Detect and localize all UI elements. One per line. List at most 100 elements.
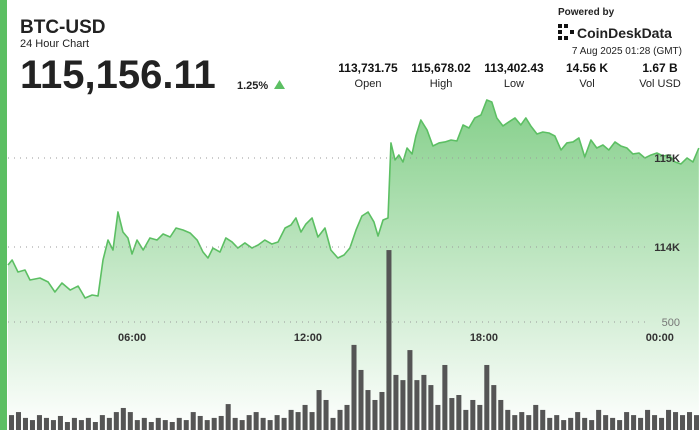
volume-bar — [533, 404, 539, 430]
plot: 114K 115K 06:00 12:00 18:00 00:00 500 — [7, 99, 700, 430]
price: 115,156.11 — [20, 53, 216, 97]
change: 1.25% — [237, 80, 268, 92]
volume-bar — [624, 412, 630, 430]
stat-label: Open — [355, 78, 382, 90]
volume-bar — [638, 417, 644, 430]
volume-bar — [414, 380, 420, 430]
volume-bar — [379, 391, 385, 430]
volume-bar — [22, 417, 28, 430]
volume-bar — [295, 412, 301, 430]
powered-by: Powered by — [558, 7, 615, 18]
stat-value: 1.67 B — [642, 61, 678, 75]
volume-bar — [365, 390, 371, 430]
stat-value: 115,678.02 — [411, 61, 471, 75]
volume-bar — [169, 422, 175, 430]
stat-label: Low — [504, 78, 524, 90]
volume-bar — [421, 374, 427, 430]
timestamp: 7 Aug 2025 01:28 (GMT) — [572, 46, 682, 57]
volume-bar — [351, 344, 357, 430]
volume-bar — [120, 407, 126, 430]
symbol: BTC-USD — [20, 17, 106, 38]
volume-bar — [463, 409, 469, 430]
volume-bar — [183, 420, 189, 430]
volume-bar — [617, 420, 623, 430]
volume-bar — [281, 417, 287, 430]
volume-bar — [505, 409, 511, 430]
stat-label: High — [430, 78, 453, 90]
volume-bar — [428, 385, 434, 430]
volume-bar — [267, 420, 273, 430]
volume-bar — [113, 412, 119, 430]
volume-bar — [645, 409, 651, 430]
price-area — [8, 99, 699, 430]
volume-bar — [253, 412, 259, 430]
volume-bar — [540, 409, 546, 430]
x-tick-label: 18:00 — [470, 332, 498, 344]
volume-bar — [197, 415, 203, 430]
volume-bar — [393, 374, 399, 430]
volume-bar — [344, 404, 350, 430]
volume-bar — [85, 417, 91, 430]
volume-bar — [50, 420, 56, 430]
volume-bar — [477, 404, 483, 430]
volume-bar — [526, 415, 532, 430]
subtitle: 24 Hour Chart — [20, 38, 89, 50]
volume-bar — [288, 409, 294, 430]
volume-bar — [631, 415, 637, 430]
stat-value: 113,731.75 — [338, 61, 398, 75]
volume-bar — [568, 417, 574, 430]
volume-bar — [372, 399, 378, 430]
volume-bar — [218, 415, 224, 430]
volume-bar — [666, 409, 672, 430]
volume-bar — [162, 420, 168, 430]
price-line — [7, 99, 700, 299]
volume-bar — [239, 420, 245, 430]
volume-bar — [316, 390, 322, 430]
volume-bar — [561, 420, 567, 430]
volume-bar — [8, 415, 15, 430]
volume-bar — [302, 404, 308, 430]
volume-bar — [456, 395, 462, 430]
volume-bar — [225, 404, 231, 430]
volume-bar — [141, 417, 147, 430]
volume-bar — [673, 412, 679, 430]
volume-bar — [512, 415, 518, 430]
volume-bar — [582, 417, 588, 430]
stat-label: Vol — [579, 78, 594, 90]
volume-bar — [323, 399, 329, 430]
volume-bar — [519, 412, 525, 430]
volume-bar — [330, 417, 336, 430]
volume-bar — [596, 409, 602, 430]
volume-bar — [148, 422, 154, 430]
y-tick-label: 114K — [654, 242, 680, 254]
volume-bar — [127, 412, 133, 430]
volume-bar — [337, 409, 343, 430]
volume-bar — [232, 417, 238, 430]
x-tick-label: 00:00 — [646, 332, 674, 344]
volume-bar — [400, 380, 406, 430]
volume-bar — [211, 417, 217, 430]
volume-bar — [260, 417, 266, 430]
volume-bar — [547, 417, 553, 430]
accent-bar — [0, 0, 7, 430]
volume-bar — [155, 417, 161, 430]
volume-bar — [36, 415, 42, 430]
volume-bar — [57, 415, 63, 430]
volume-bar — [386, 250, 392, 430]
volume-bar — [190, 412, 196, 430]
volume-bar — [603, 415, 609, 430]
volume-bar — [71, 417, 77, 430]
volume-bar — [554, 415, 560, 430]
volume-bar — [686, 412, 693, 430]
volume-bar — [491, 385, 497, 430]
volume-bar — [358, 369, 364, 430]
volume-bar — [680, 415, 686, 430]
volume-bar — [106, 417, 112, 430]
volume-bar — [29, 420, 35, 430]
volume-bar — [309, 412, 315, 430]
y-tick-label: 115K — [654, 153, 680, 165]
stat-label: Vol USD — [639, 78, 681, 90]
volume-bar — [449, 398, 455, 430]
